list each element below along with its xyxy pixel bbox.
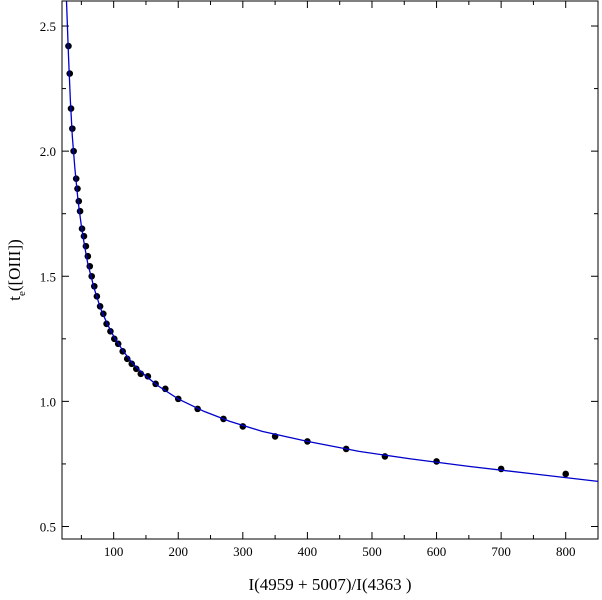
x-axis-ticks: 100 200 300 400 500 600 700 800 (80, 1, 599, 559)
plot-area (65, 0, 599, 483)
data-point (381, 453, 389, 460)
y-tick-label: 1.0 (40, 394, 56, 409)
data-point (562, 470, 570, 478)
y-tick-label: 2.5 (40, 19, 56, 34)
y-axis-ticks: 0.5 1.0 1.5 2.0 2.5 (40, 19, 598, 534)
x-axis-label: I(4959 + 5007)/I(4363 ) (248, 575, 411, 594)
data-point (497, 465, 505, 473)
data-point (123, 355, 131, 363)
data-point (75, 197, 83, 205)
y-tick-label: 1.5 (40, 269, 56, 284)
y-tick-label: 0.5 (40, 519, 56, 534)
x-tick-label: 800 (556, 544, 576, 559)
x-tick-label: 300 (233, 544, 253, 559)
fit-curve (65, 0, 599, 483)
data-point (132, 365, 140, 373)
data-point (144, 373, 152, 380)
x-tick-label: 200 (168, 544, 188, 559)
x-tick-label: 100 (104, 544, 124, 559)
x-tick-label: 400 (298, 544, 318, 559)
y-tick-label: 2.0 (40, 144, 56, 159)
data-point (76, 207, 84, 215)
y-axis-label-main: t (5, 296, 24, 301)
data-point (128, 360, 136, 368)
y-axis-label-rest: ([OIII]) (5, 239, 24, 291)
x-tick-label: 600 (427, 544, 447, 559)
x-tick-label: 700 (491, 544, 511, 559)
data-point (162, 385, 169, 393)
plot-frame (61, 0, 599, 540)
y-axis-label: te([OIII]) (5, 239, 28, 301)
y-axis-label-subscript: e (16, 291, 28, 296)
x-tick-label: 500 (362, 544, 382, 559)
